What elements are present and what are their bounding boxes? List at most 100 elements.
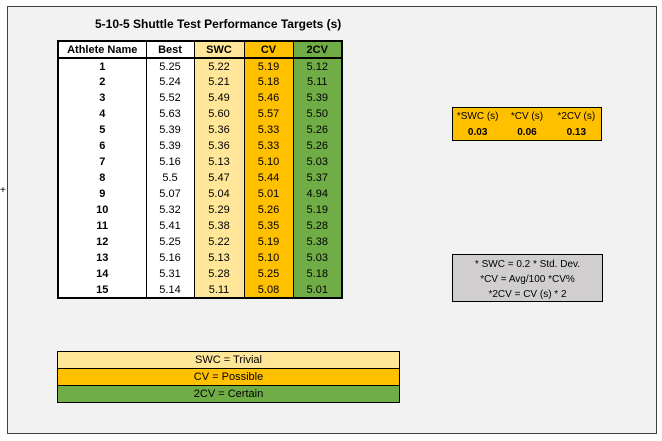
cell-best: 5.31	[146, 266, 195, 282]
cell-athlete: 13	[57, 250, 147, 266]
cell-swc: 5.36	[194, 138, 245, 154]
cell-swc: 5.22	[194, 234, 245, 250]
summary-value-swc: 0.03	[467, 126, 488, 138]
cell-swc: 5.13	[194, 250, 245, 266]
cell-best: 5.25	[146, 234, 195, 250]
cell-best: 5.16	[146, 154, 195, 170]
cell-cv: 5.25	[244, 266, 294, 282]
legend-box: SWC = Trivial CV = Possible 2CV = Certai…	[57, 351, 400, 403]
header-athlete-name: Athlete Name	[57, 40, 147, 59]
cell-athlete: 15	[57, 282, 147, 299]
cell-best: 5.16	[146, 250, 195, 266]
table-row: 2 5.24 5.21 5.18 5.11	[57, 74, 343, 90]
side-marker: +	[0, 185, 6, 196]
table-row: 15 5.14 5.11 5.08 5.01	[57, 282, 343, 299]
cell-cv: 5.57	[244, 106, 294, 122]
cell-swc: 5.11	[194, 282, 245, 299]
cell-best: 5.25	[146, 58, 195, 74]
cell-athlete: 11	[57, 218, 147, 234]
header-best: Best	[146, 40, 195, 59]
cell-2cv: 5.38	[293, 234, 343, 250]
cell-athlete: 10	[57, 202, 147, 218]
table-header-row: Athlete Name Best SWC CV 2CV	[57, 40, 343, 59]
table-row: 10 5.32 5.29 5.26 5.19	[57, 202, 343, 218]
summary-label-cv: *CV (s)	[510, 110, 544, 122]
formula-notes-box: * SWC = 0.2 * Std. Dev. *CV = Avg/100 *C…	[452, 254, 603, 302]
note-2cv-formula: *2CV = CV (s) * 2	[488, 289, 567, 300]
cell-2cv: 5.28	[293, 218, 343, 234]
cell-2cv: 5.01	[293, 282, 343, 299]
cell-athlete: 12	[57, 234, 147, 250]
cell-best: 5.52	[146, 90, 195, 106]
cell-best: 5.32	[146, 202, 195, 218]
page-title: 5-10-5 Shuttle Test Performance Targets …	[95, 17, 342, 31]
header-swc: SWC	[194, 40, 245, 59]
cell-swc: 5.29	[194, 202, 245, 218]
cell-2cv: 5.11	[293, 74, 343, 90]
cell-2cv: 5.37	[293, 170, 343, 186]
cell-2cv: 5.50	[293, 106, 343, 122]
cell-2cv: 5.39	[293, 90, 343, 106]
cell-cv: 5.18	[244, 74, 294, 90]
cell-swc: 5.49	[194, 90, 245, 106]
header-2cv: 2CV	[293, 40, 343, 59]
table-row: 3 5.52 5.49 5.46 5.39	[57, 90, 343, 106]
cell-cv: 5.01	[244, 186, 294, 202]
cell-athlete: 14	[57, 266, 147, 282]
cell-athlete: 9	[57, 186, 147, 202]
summary-values-row: 0.03 0.06 0.13	[453, 124, 601, 140]
summary-label-2cv: *2CV (s)	[557, 110, 596, 122]
cell-cv: 5.19	[244, 234, 294, 250]
table-row: 12 5.25 5.22 5.19 5.38	[57, 234, 343, 250]
cell-swc: 5.04	[194, 186, 245, 202]
table-row: 1 5.25 5.22 5.19 5.12	[57, 58, 343, 74]
cell-athlete: 3	[57, 90, 147, 106]
summary-value-2cv: 0.13	[566, 126, 587, 138]
cell-2cv: 5.26	[293, 122, 343, 138]
table-row: 6 5.39 5.36 5.33 5.26	[57, 138, 343, 154]
summary-box: *SWC (s) *CV (s) *2CV (s) 0.03 0.06 0.13	[452, 107, 602, 141]
cell-best: 5.07	[146, 186, 195, 202]
table-body: 1 5.25 5.22 5.19 5.12 2 5.24 5.21 5.18 5.11 3 5.52 5…	[57, 58, 343, 299]
cell-cv: 5.46	[244, 90, 294, 106]
table-row: 7 5.16 5.13 5.10 5.03	[57, 154, 343, 170]
cell-best: 5.5	[146, 170, 195, 186]
cell-2cv: 5.03	[293, 250, 343, 266]
cell-swc: 5.21	[194, 74, 245, 90]
cell-athlete: 1	[57, 58, 147, 74]
cell-athlete: 8	[57, 170, 147, 186]
cell-athlete: 4	[57, 106, 147, 122]
table-row: 5 5.39 5.36 5.33 5.26	[57, 122, 343, 138]
cell-best: 5.14	[146, 282, 195, 299]
cell-2cv: 5.18	[293, 266, 343, 282]
cell-best: 5.24	[146, 74, 195, 90]
legend-swc-trivial: SWC = Trivial	[58, 352, 399, 369]
table-row: 9 5.07 5.04 5.01 4.94	[57, 186, 343, 202]
cell-athlete: 6	[57, 138, 147, 154]
cell-2cv: 5.03	[293, 154, 343, 170]
cell-swc: 5.60	[194, 106, 245, 122]
cell-cv: 5.44	[244, 170, 294, 186]
table-row: 13 5.16 5.13 5.10 5.03	[57, 250, 343, 266]
cell-2cv: 4.94	[293, 186, 343, 202]
cell-2cv: 5.12	[293, 58, 343, 74]
table-row: 14 5.31 5.28 5.25 5.18	[57, 266, 343, 282]
note-swc-formula: * SWC = 0.2 * Std. Dev.	[474, 259, 581, 270]
legend-cv-possible: CV = Possible	[58, 369, 399, 386]
note-cv-formula: *CV = Avg/100 *CV%	[480, 274, 575, 285]
table-row: 8 5.5 5.47 5.44 5.37	[57, 170, 343, 186]
cell-cv: 5.19	[244, 58, 294, 74]
cell-best: 5.63	[146, 106, 195, 122]
cell-athlete: 5	[57, 122, 147, 138]
cell-cv: 5.26	[244, 202, 294, 218]
cell-cv: 5.10	[244, 154, 294, 170]
cell-athlete: 7	[57, 154, 147, 170]
cell-cv: 5.33	[244, 138, 294, 154]
cell-swc: 5.13	[194, 154, 245, 170]
cell-cv: 5.33	[244, 122, 294, 138]
summary-label-swc: *SWC (s)	[456, 110, 499, 122]
legend-2cv-certain: 2CV = Certain	[58, 386, 399, 402]
cell-best: 5.39	[146, 138, 195, 154]
summary-labels-row: *SWC (s) *CV (s) *2CV (s)	[453, 108, 601, 124]
cell-swc: 5.36	[194, 122, 245, 138]
